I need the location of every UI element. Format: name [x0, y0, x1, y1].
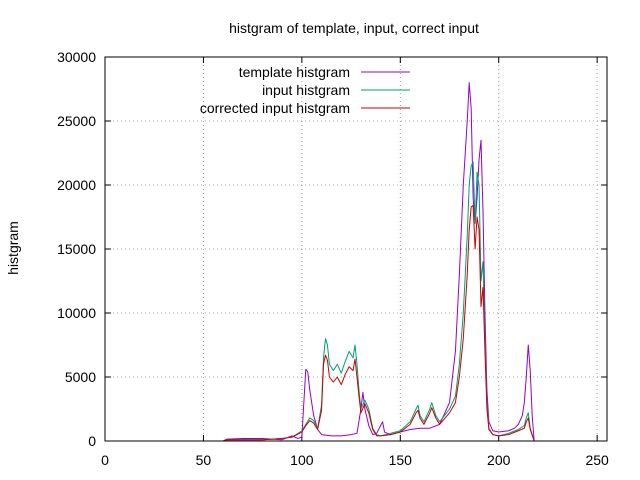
axis-ticks: 0 50 100 150 200 250 0 5000 10000 15000 20000 25000… — [57, 49, 609, 468]
y-tick-label: 10000 — [57, 305, 96, 321]
y-tick-label: 20000 — [57, 177, 96, 193]
x-tick-label: 0 — [101, 452, 109, 468]
legend-label-3: corrected input histgram — [200, 100, 350, 116]
y-tick-label: 25000 — [57, 113, 96, 129]
x-tick-label: 150 — [389, 452, 413, 468]
y-tick-label: 30000 — [57, 49, 96, 65]
series-line-1 — [222, 82, 535, 442]
y-tick-label: 0 — [88, 433, 96, 449]
chart-title: histgram of template, input, correct inp… — [229, 20, 479, 36]
series-lines — [222, 82, 535, 442]
legend-label-2: input histgram — [262, 82, 350, 98]
x-tick-label: 200 — [487, 452, 511, 468]
x-tick-label: 50 — [196, 452, 212, 468]
y-tick-label: 15000 — [57, 241, 96, 257]
grid — [105, 57, 607, 441]
y-axis-label: histgram — [5, 221, 21, 275]
legend: template histgram input histgram corrected… — [200, 64, 410, 116]
x-tick-label: 250 — [585, 452, 609, 468]
plot-frame — [104, 56, 608, 442]
x-tick-label: 100 — [290, 452, 314, 468]
y-tick-label: 5000 — [65, 369, 96, 385]
series-line-3 — [222, 204, 535, 442]
legend-label-1: template histgram — [239, 64, 350, 80]
